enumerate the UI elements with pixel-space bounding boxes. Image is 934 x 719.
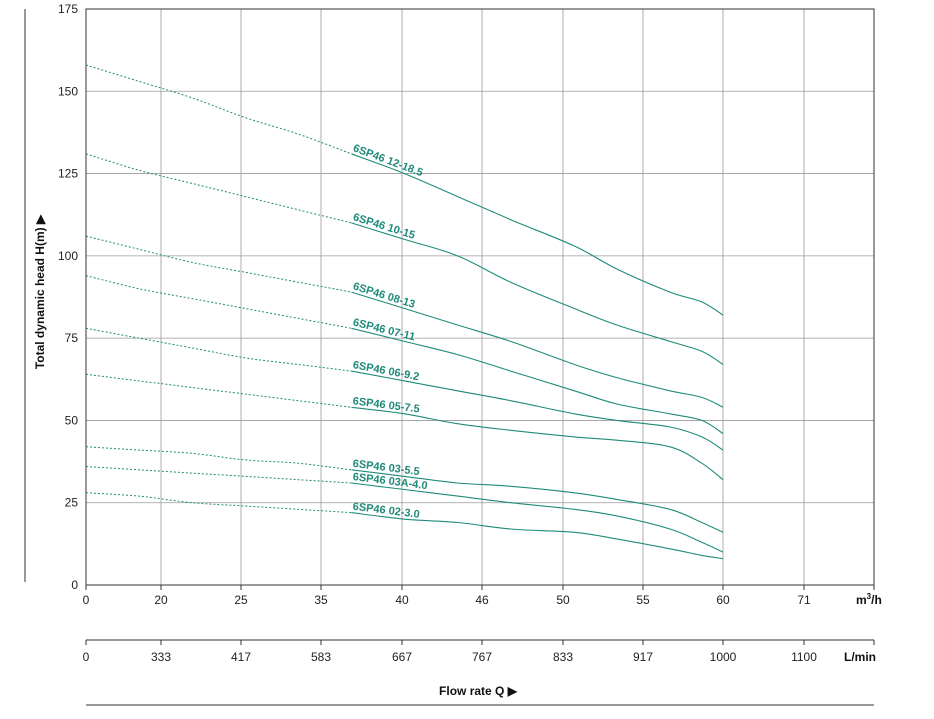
series-line xyxy=(351,153,724,316)
y-tick-label: 175 xyxy=(58,2,78,16)
y-tick-label: 50 xyxy=(65,413,79,427)
x-top-tick-label: 46 xyxy=(475,593,489,607)
series-line xyxy=(351,222,724,365)
series-line xyxy=(351,370,724,451)
x-top-tick-label: 55 xyxy=(636,593,650,607)
y-tick-label: 25 xyxy=(65,496,79,510)
x-bottom-tick-label: 1000 xyxy=(710,650,737,664)
x-bottom-tick-label: 767 xyxy=(472,650,492,664)
series-line-dashed xyxy=(85,466,352,484)
grid xyxy=(86,9,874,585)
series-line xyxy=(351,512,724,560)
series-line xyxy=(351,291,724,408)
x-bottom-tick-label: 417 xyxy=(231,650,251,664)
series-label: 6SP46 10-15 xyxy=(352,211,417,241)
plot-frame xyxy=(85,8,875,586)
x-bottom-tick-label: 667 xyxy=(392,650,412,664)
x-top-unit-label: m3/h xyxy=(856,592,882,607)
x-top-tick-label: 71 xyxy=(797,593,811,607)
x-axis-title: Flow rate Q ▶ xyxy=(439,684,518,698)
y-tick-label: 125 xyxy=(58,167,78,181)
y-tick-label: 150 xyxy=(58,84,78,98)
x-bottom-tick-label: 833 xyxy=(553,650,573,664)
x-bottom-tick-label: 917 xyxy=(633,650,653,664)
series-label: 6SP46 02-3.0 xyxy=(352,501,420,521)
series-line xyxy=(351,469,724,533)
x-bottom-tick-label: 333 xyxy=(151,650,171,664)
y-axis-title: Total dynamic head H(m) ▶ xyxy=(33,214,47,369)
series-line-dashed xyxy=(85,492,352,514)
y-tick-label: 100 xyxy=(58,249,78,263)
series-line xyxy=(351,482,724,553)
series-label: 6SP46 05-7.5 xyxy=(352,395,420,415)
series-line-dashed xyxy=(85,153,352,224)
series-label: 6SP46 07-11 xyxy=(352,317,417,344)
x-top-tick-label: 40 xyxy=(395,593,409,607)
axes: 0 25 50 75 100 125 150 175 0 20 25 35 40 46 50 55 60 71 m3… xyxy=(24,2,882,706)
x-top-tick-label: 20 xyxy=(154,593,168,607)
x-bottom-unit-label: L/min xyxy=(844,650,876,664)
series-line-dashed xyxy=(85,275,352,329)
series-line-dashed xyxy=(85,373,352,408)
x-top-tick-label: 50 xyxy=(556,593,570,607)
series-line-dashed xyxy=(85,64,352,155)
series-label: 6SP46 06-9.2 xyxy=(352,359,420,383)
x-top-tick-label: 60 xyxy=(716,593,730,607)
y-tick-label: 75 xyxy=(65,331,79,345)
x-bottom-tick-label: 583 xyxy=(311,650,331,664)
y-tick-label: 0 xyxy=(71,578,78,592)
series-line-dashed xyxy=(85,327,352,372)
x-top-tick-label: 35 xyxy=(314,593,328,607)
series-line-dashed xyxy=(85,235,352,293)
x-bottom-tick-label: 1100 xyxy=(791,650,817,664)
x-top-tick-label: 0 xyxy=(83,593,90,607)
series-curves xyxy=(85,64,724,560)
series-line xyxy=(351,327,724,435)
series-line xyxy=(351,406,724,481)
x-top-tick-label: 25 xyxy=(234,593,248,607)
series-line-dashed xyxy=(85,446,352,471)
x-bottom-tick-label: 0 xyxy=(83,650,90,664)
